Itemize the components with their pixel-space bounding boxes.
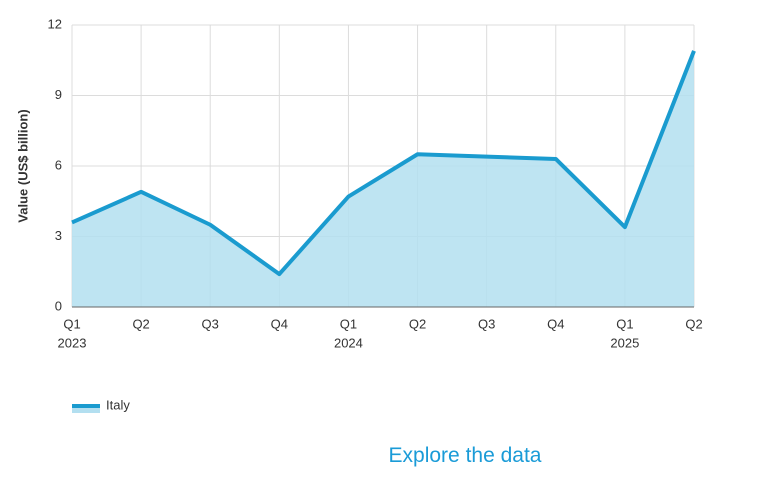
x-tick-label: Q1 <box>63 316 80 331</box>
y-tick-label: 3 <box>55 228 62 243</box>
x-tick-label: Q4 <box>271 316 288 331</box>
y-tick-label: 6 <box>55 157 62 172</box>
x-year-label: 2025 <box>610 335 639 350</box>
y-tick-label: 0 <box>55 298 62 313</box>
x-tick-label: Q3 <box>202 316 219 331</box>
x-tick-label: Q3 <box>478 316 495 331</box>
chart: Value (US$ billion) 0 3 6 9 12 Q1 2023 Q2 Q3 Q4 Q1… <box>15 16 703 413</box>
explore-link[interactable]: Explore the data <box>388 444 542 467</box>
x-tick-label: Q1 <box>340 316 357 331</box>
x-year-label: 2023 <box>58 335 87 350</box>
line <box>71 50 696 277</box>
y-tick-label: 12 <box>48 16 62 31</box>
area <box>72 50 694 307</box>
y-axis-label: Value (US$ billion) <box>15 109 30 222</box>
legend-label: Italy <box>106 397 130 412</box>
x-tick-label: Q2 <box>132 316 149 331</box>
x-year-label: 2024 <box>334 335 363 350</box>
x-tick-label: Q4 <box>547 316 564 331</box>
x-tick-label: Q1 <box>616 316 633 331</box>
x-tick-label: Q2 <box>409 316 426 331</box>
x-tick-label: Q2 <box>685 316 702 331</box>
legend-swatch-fill <box>72 406 100 413</box>
y-tick-label: 9 <box>55 87 62 102</box>
